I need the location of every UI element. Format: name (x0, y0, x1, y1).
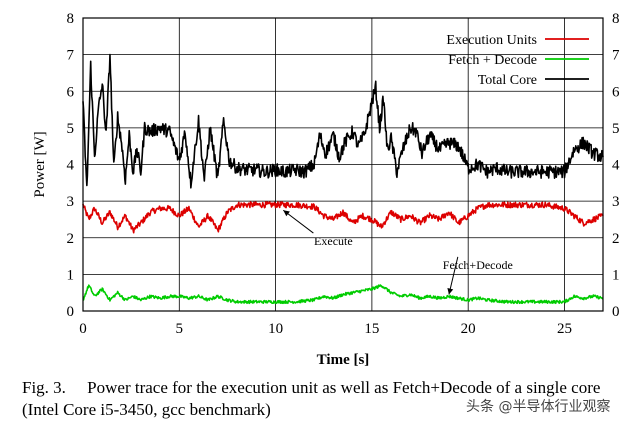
y-tick-label-right: 5 (612, 121, 620, 137)
y-tick-label-right: 0 (612, 304, 620, 320)
series-line-fetch-decode (82, 284, 604, 305)
legend-label: Total Core (478, 73, 537, 88)
y-tick-label-right: 4 (612, 158, 620, 174)
plot-frame (82, 17, 604, 312)
legend-label: Fetch + Decode (448, 53, 537, 68)
y-tick-label-left: 4 (67, 158, 75, 174)
x-tick-label: 0 (79, 321, 87, 337)
annotation-arrow (282, 209, 314, 234)
y-tick-label-left: 0 (67, 304, 75, 320)
annotation-arrowhead (447, 287, 454, 295)
grid-lines (83, 18, 603, 311)
series-line-execution-units (82, 201, 604, 234)
y-tick-label-left: 1 (67, 267, 75, 283)
y-tick-label-right: 1 (612, 267, 620, 283)
power-trace-chart: 0 01 12 23 34 45 56 67 78 80 5 10 15 20 25 Power [W] T… (32, 11, 621, 368)
legend: Execution Units Fetch + Decode Total Core (446, 33, 589, 88)
y-tick-label-left: 3 (67, 194, 75, 210)
x-tick-label: 10 (268, 321, 283, 337)
y-tick-label-right: 7 (612, 48, 620, 64)
y-tick-label-right: 8 (612, 11, 620, 27)
y-tick-label-right: 6 (612, 84, 620, 100)
legend-label: Execution Units (446, 33, 537, 48)
y-tick-label-right: 2 (612, 231, 620, 247)
y-axis-label: Power [W] (32, 131, 48, 197)
annotation-label: Execute (314, 234, 353, 248)
annotation-label: Fetch+Decode (443, 258, 513, 272)
y-tick-label-left: 5 (67, 121, 75, 137)
annotation-arrowhead (283, 210, 290, 217)
figure-caption: Fig. 3. Power trace for the execution un… (22, 378, 601, 419)
watermark: 头条 @半导体行业观察 (466, 399, 611, 415)
x-axis-label: Time [s] (317, 352, 370, 368)
annotation-arrow (448, 256, 459, 295)
y-tick-label-right: 3 (612, 194, 620, 210)
series-lines (82, 53, 604, 305)
y-tick-label-left: 6 (67, 84, 75, 100)
x-tick-label: 20 (461, 321, 476, 337)
x-tick-label: 5 (176, 321, 184, 337)
axis-ticks: 0 01 12 23 34 45 56 67 78 80 5 10 15 20 25 (67, 11, 621, 337)
x-tick-label: 25 (557, 321, 572, 337)
x-tick-label: 15 (364, 321, 379, 337)
annotations: Execute Fetch+Decode (282, 209, 513, 295)
y-tick-label-left: 7 (67, 48, 75, 64)
y-tick-label-left: 2 (67, 231, 75, 247)
series-line-total-core (82, 53, 604, 189)
y-tick-label-left: 8 (67, 11, 75, 27)
